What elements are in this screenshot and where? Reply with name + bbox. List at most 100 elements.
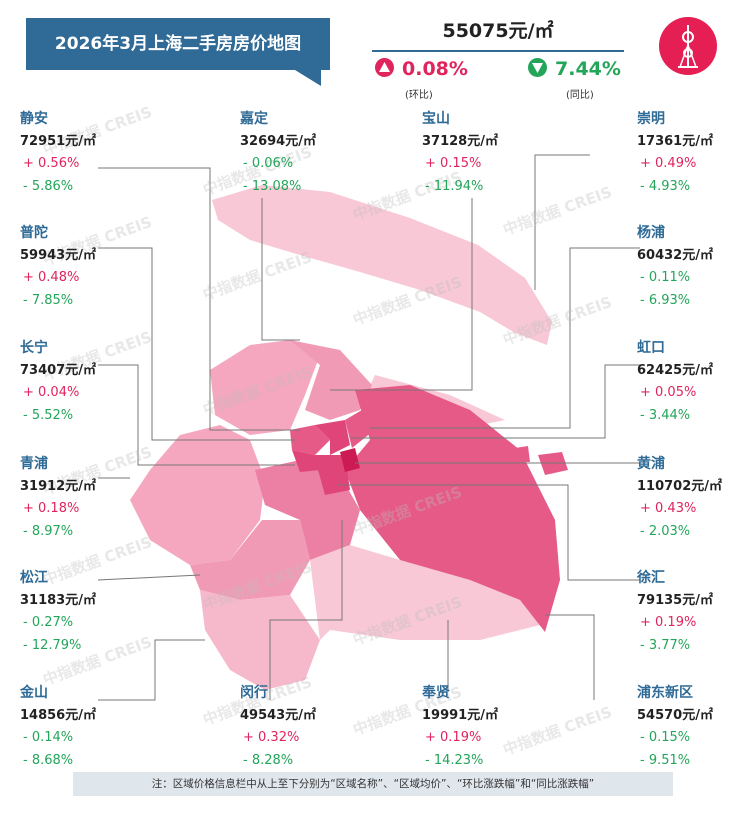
map-region-jingan: [315, 420, 350, 455]
overall-yoy-value: 7.44%: [555, 58, 621, 80]
district-mom-change: + 0.15%: [425, 156, 482, 171]
district-price: 110702元/㎡: [637, 478, 723, 494]
leader-line-baoshan: [330, 198, 473, 391]
district-price: 72951元/㎡: [20, 133, 96, 149]
district-price: 31912元/㎡: [20, 478, 96, 494]
district-yoy-change: - 5.52%: [23, 407, 74, 423]
district-price: 32694元/㎡: [240, 133, 316, 149]
district-price: 62425元/㎡: [637, 362, 713, 378]
map-region-chongming: [212, 185, 552, 345]
district-info: 松江 31183元/㎡ - 0.27% - 12.79%: [20, 567, 96, 657]
district-info: 奉贤 19991元/㎡ + 0.19% - 14.23%: [422, 682, 498, 772]
district-name: 浦东新区: [637, 685, 693, 701]
district-price: 79135元/㎡: [637, 592, 713, 608]
district-yoy-change: - 7.85%: [23, 292, 74, 308]
leader-line-hongkou: [350, 364, 640, 439]
district-price: 60432元/㎡: [637, 247, 713, 263]
district-info: 宝山 37128元/㎡ + 0.15% - 11.94%: [422, 108, 498, 198]
district-yoy-change: - 3.77%: [640, 637, 691, 653]
district-mom-change: - 0.27%: [23, 615, 74, 630]
district-name: 崇明: [637, 111, 665, 127]
district-mom-change: + 0.32%: [243, 730, 300, 745]
district-yoy-change: - 11.94%: [425, 178, 484, 194]
title-tail: [295, 70, 321, 86]
map-region-putuo: [290, 425, 330, 455]
district-yoy-change: - 8.28%: [243, 752, 294, 768]
district-name: 松江: [20, 570, 48, 586]
district-price: 14856元/㎡: [20, 707, 96, 723]
district-yoy-change: - 5.86%: [23, 178, 74, 194]
district-yoy-change: - 12.79%: [23, 637, 82, 653]
district-mom-change: + 0.05%: [640, 385, 697, 400]
district-name: 黄浦: [637, 456, 665, 472]
district-yoy-change: - 9.51%: [640, 752, 691, 768]
district-name: 虹口: [637, 340, 665, 356]
district-price: 73407元/㎡: [20, 362, 96, 378]
district-name: 杨浦: [637, 225, 665, 241]
district-price: 49543元/㎡: [240, 707, 316, 723]
district-name: 宝山: [422, 111, 450, 127]
district-yoy-change: - 6.93%: [640, 292, 691, 308]
leader-line-pudong: [545, 614, 595, 700]
leader-line-yangpu: [370, 247, 640, 429]
footnote: 注：区域价格信息栏中从上至下分别为“区域名称”、“区域均价”、“环比涨跌幅”和“…: [73, 772, 673, 796]
district-mom-change: + 0.56%: [23, 156, 80, 171]
district-mom-change: + 0.04%: [23, 385, 80, 400]
district-mom-change: + 0.19%: [640, 615, 697, 630]
district-yoy-change: - 3.44%: [640, 407, 691, 423]
district-price: 17361元/㎡: [637, 133, 713, 149]
district-yoy-change: - 8.97%: [23, 523, 74, 539]
district-name: 静安: [20, 111, 48, 127]
district-price: 19991元/㎡: [422, 707, 498, 723]
map-region-baoshan: [290, 340, 372, 420]
map-region-fengxian: [310, 545, 540, 640]
district-info: 长宁 73407元/㎡ + 0.04% - 5.52%: [20, 337, 96, 427]
map-region-jiading: [210, 340, 320, 435]
district-name: 青浦: [20, 456, 48, 472]
leader-line-jiading: [261, 198, 300, 341]
tv-tower-logo-icon: [659, 17, 717, 75]
overall-mom-label: (环比): [405, 90, 433, 101]
district-price: 59943元/㎡: [20, 247, 96, 263]
leader-line-xuhui: [338, 484, 640, 581]
overall-price: 55075元/㎡: [442, 20, 554, 42]
district-mom-change: + 0.48%: [23, 270, 80, 285]
district-info: 浦东新区 54570元/㎡ - 0.15% - 9.51%: [637, 682, 713, 772]
district-name: 金山: [20, 685, 48, 701]
overall-mom: 0.08% (环比): [375, 58, 468, 101]
map-region-qingpu: [130, 425, 265, 565]
district-info: 徐汇 79135元/㎡ + 0.19% - 3.77%: [637, 567, 713, 657]
district-price: 37128元/㎡: [422, 133, 498, 149]
district-yoy-change: - 14.23%: [425, 752, 484, 768]
triangle-down-icon: [528, 58, 547, 77]
district-name: 嘉定: [240, 111, 268, 127]
district-price: 54570元/㎡: [637, 707, 713, 723]
leader-line-changning: [98, 364, 295, 466]
district-mom-change: + 0.18%: [23, 501, 80, 516]
leader-line-jinshan: [98, 639, 205, 701]
leader-line-minhang: [269, 520, 343, 700]
district-yoy-change: - 2.03%: [640, 523, 691, 539]
map-region-songjiang: [190, 520, 310, 600]
district-info: 杨浦 60432元/㎡ - 0.11% - 6.93%: [637, 222, 713, 312]
triangle-up-icon: [375, 58, 394, 77]
district-info: 静安 72951元/㎡ + 0.56% - 5.86%: [20, 108, 96, 198]
district-name: 普陀: [20, 225, 48, 241]
district-name: 长宁: [20, 340, 48, 356]
district-info: 嘉定 32694元/㎡ - 0.06% - 13.08%: [240, 108, 316, 198]
district-name: 徐汇: [637, 570, 665, 586]
district-mom-change: - 0.15%: [640, 730, 691, 745]
map-region-changning: [292, 450, 320, 472]
leader-line-putuo: [98, 247, 295, 441]
district-mom-change: + 0.49%: [640, 156, 697, 171]
district-name: 奉贤: [422, 685, 450, 701]
map-region-islet: [515, 446, 530, 462]
district-yoy-change: - 4.93%: [640, 178, 691, 194]
district-info: 虹口 62425元/㎡ + 0.05% - 3.44%: [637, 337, 713, 427]
district-info: 闵行 49543元/㎡ + 0.32% - 8.28%: [240, 682, 316, 772]
overall-mom-value: 0.08%: [402, 58, 468, 80]
district-mom-change: + 0.43%: [640, 501, 697, 516]
map-region-huangpu: [340, 448, 360, 472]
leader-line-jingan: [98, 167, 300, 431]
